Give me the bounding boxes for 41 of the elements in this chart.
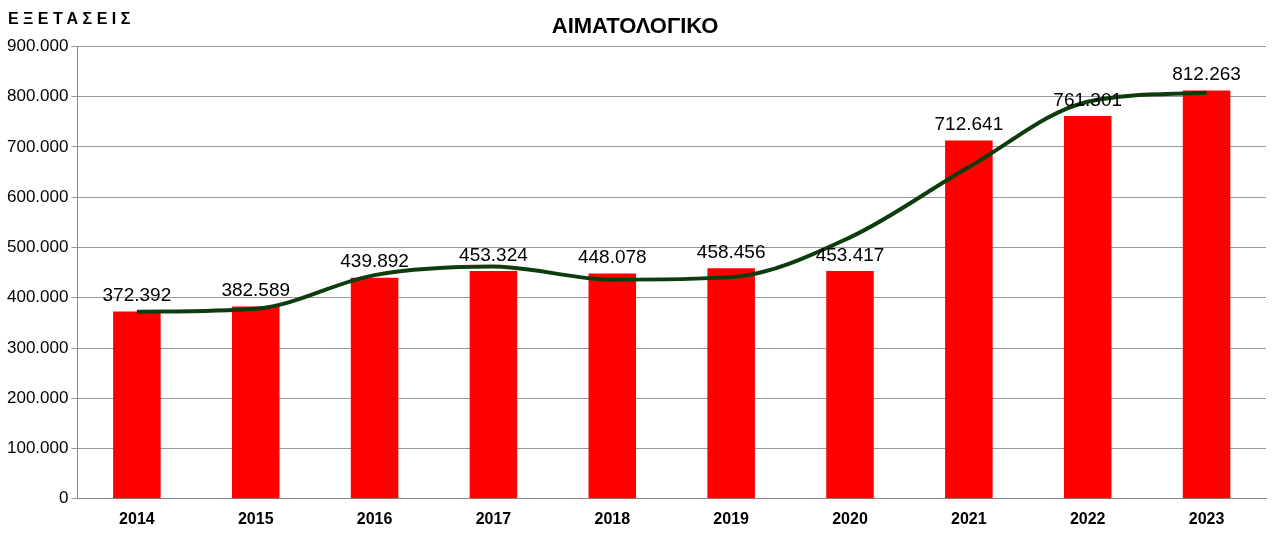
- x-tick-label: 2015: [237, 509, 274, 527]
- bar: [350, 277, 399, 499]
- x-tick-label: 2022: [1069, 509, 1106, 527]
- y-tick-label: 600.000: [7, 186, 69, 206]
- data-label: 448.078: [577, 246, 647, 268]
- data-label: 712.641: [934, 113, 1004, 135]
- y-tick-label: 100.000: [7, 438, 69, 458]
- bar: [1182, 90, 1231, 499]
- data-label: 372.392: [102, 284, 172, 306]
- data-label: 453.324: [459, 243, 529, 265]
- bar: [945, 140, 993, 499]
- data-label: 453.417: [815, 243, 885, 265]
- x-tick-label: 2020: [832, 509, 868, 527]
- y-tick-label: 900.000: [7, 36, 69, 56]
- bar: [588, 273, 637, 499]
- y-tick-label: 0: [58, 488, 69, 508]
- y-tick-label: 500.000: [7, 237, 69, 257]
- y-tick-label: 800.000: [7, 86, 69, 106]
- bar: [113, 311, 161, 499]
- y-tick-label: 200.000: [7, 387, 69, 407]
- bar: [1063, 116, 1112, 499]
- y-tick-label: 700.000: [7, 136, 69, 156]
- x-tick-label: 2018: [594, 509, 631, 527]
- y-tick-label: 400.000: [7, 287, 69, 307]
- x-tick-label: 2019: [713, 509, 750, 527]
- x-tick-label: 2016: [356, 509, 393, 527]
- x-tick-label: 2021: [951, 509, 987, 527]
- data-label: 382.589: [221, 279, 291, 301]
- data-label: 458.456: [696, 241, 766, 263]
- x-tick-label: 2023: [1188, 509, 1225, 527]
- data-label: 812.263: [1172, 63, 1241, 85]
- y-axis-title: Ε Ξ Ε Τ Α Σ Ε Ι Σ: [8, 10, 131, 28]
- x-tick-label: 2017: [475, 509, 512, 527]
- y-tick-label: 300.000: [7, 337, 69, 357]
- bar: [231, 306, 280, 499]
- data-label: 439.892: [340, 250, 409, 272]
- bar: [469, 270, 518, 499]
- x-tick-label: 2014: [119, 509, 155, 527]
- bar: [707, 268, 755, 499]
- bar: [826, 270, 874, 499]
- chart-title: ΑΙΜΑΤΟΛΟΓΙΚΟ: [551, 13, 719, 39]
